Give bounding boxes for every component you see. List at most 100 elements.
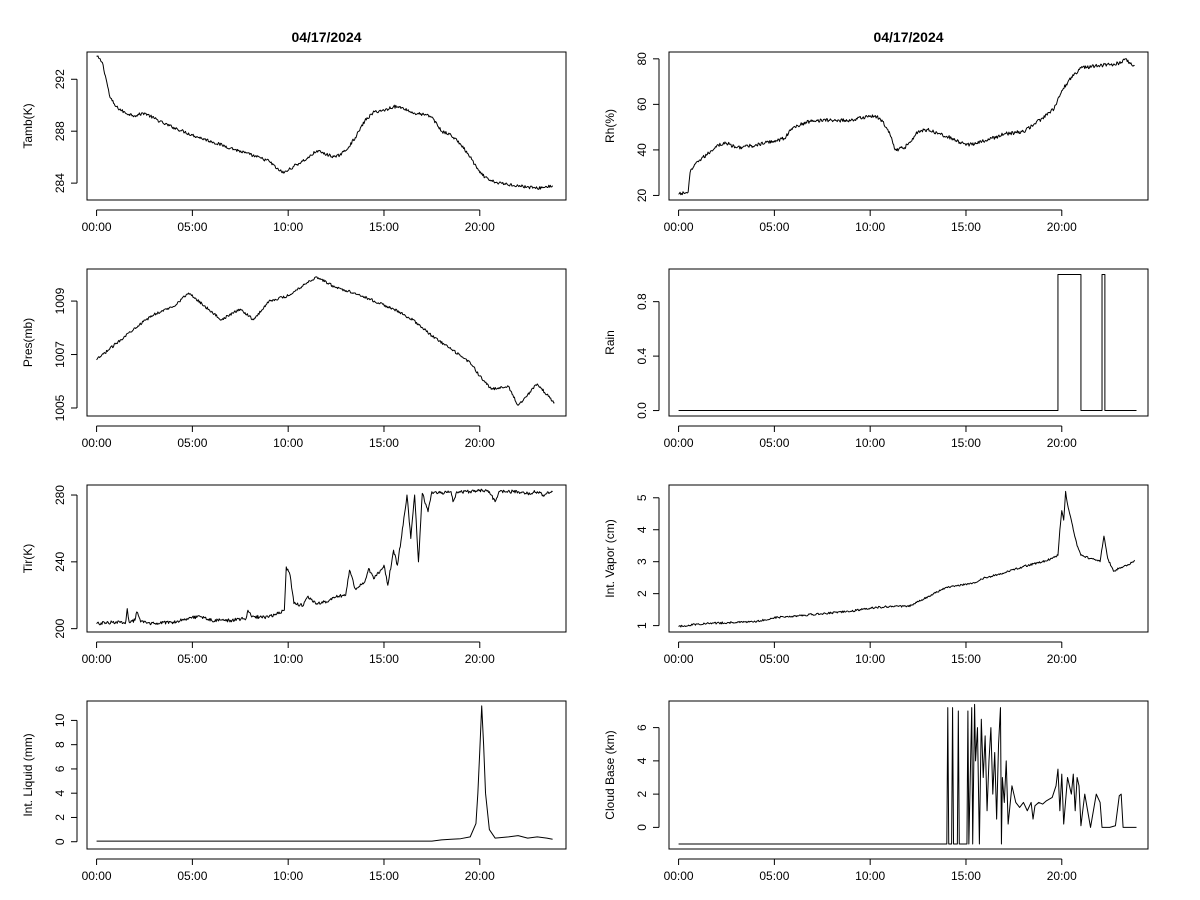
x-tick-label: 10:00 (855, 220, 885, 234)
y-tick-label: 292 (53, 69, 67, 89)
x-tick-label: 15:00 (951, 869, 981, 883)
x-tick-label: 00:00 (664, 869, 694, 883)
x-tick-label: 15:00 (369, 436, 399, 450)
y-tick-label: 1 (635, 622, 649, 629)
y-tick-label: 0.0 (635, 402, 649, 419)
y-tick-label: 0 (53, 838, 67, 845)
y-axis-label: Cloud Base (km) (603, 730, 617, 819)
y-axis: 200 240 280 (53, 485, 78, 639)
series-line-1 (96, 488, 553, 626)
series-line-1 (96, 276, 555, 406)
y-tick-label: 8 (53, 741, 67, 748)
x-tick-label: 00:00 (664, 436, 694, 450)
panel-1: 04/17/2024 00:00 05:00 10:00 15:00 20:00 292 28… (21, 29, 567, 234)
x-tick-label: 05:00 (759, 436, 789, 450)
series-line-1 (678, 58, 1135, 196)
x-tick-label: 20:00 (465, 220, 495, 234)
x-axis: 00:00 05:00 10:00 15:00 20:00 (82, 858, 495, 883)
y-tick-label: 2 (53, 814, 67, 821)
y-axis-label: Pres(mb) (21, 318, 35, 367)
x-tick-label: 20:00 (465, 869, 495, 883)
x-tick-label: 10:00 (273, 220, 303, 234)
x-tick-label: 10:00 (273, 652, 303, 666)
y-tick-label: 284 (53, 173, 67, 193)
x-tick-label: 10:00 (273, 436, 303, 450)
plot-frame (668, 51, 1149, 201)
y-tick-label: 80 (635, 52, 649, 66)
plot-frame (668, 484, 1149, 633)
x-tick-label: 20:00 (1047, 220, 1077, 234)
y-tick-label: 1005 (53, 394, 67, 421)
x-tick-label: 20:00 (465, 652, 495, 666)
y-axis-label: Int. Liquid (mm) (21, 733, 35, 816)
panel-8: 00:00 05:00 10:00 15:00 20:00 0 2 4 6 Cloud Base … (603, 700, 1149, 883)
x-tick-label: 10:00 (273, 869, 303, 883)
x-axis: 00:00 05:00 10:00 15:00 20:00 (82, 425, 495, 450)
x-tick-label: 10:00 (855, 436, 885, 450)
x-tick-label: 10:00 (855, 652, 885, 666)
y-tick-label: 2 (635, 590, 649, 597)
y-tick-label: 288 (53, 121, 67, 141)
x-tick-label: 10:00 (855, 869, 885, 883)
y-tick-label: 60 (635, 97, 649, 111)
x-tick-label: 00:00 (82, 652, 112, 666)
x-axis: 00:00 05:00 10:00 15:00 20:00 (82, 641, 495, 666)
plot-frame (86, 700, 567, 850)
x-axis: 00:00 05:00 10:00 15:00 20:00 (82, 209, 495, 234)
x-tick-label: 05:00 (177, 220, 207, 234)
series-line-1 (678, 273, 1137, 412)
x-tick-label: 05:00 (177, 436, 207, 450)
x-tick-label: 00:00 (82, 869, 112, 883)
y-tick-label: 0 (635, 824, 649, 831)
x-axis: 00:00 05:00 10:00 15:00 20:00 (664, 641, 1077, 666)
plot-frame (86, 484, 567, 633)
x-tick-label: 00:00 (664, 220, 694, 234)
x-tick-label: 05:00 (177, 652, 207, 666)
x-tick-label: 15:00 (951, 652, 981, 666)
x-tick-label: 20:00 (465, 436, 495, 450)
y-tick-label: 6 (53, 765, 67, 772)
y-axis-label: Rain (603, 330, 617, 355)
y-tick-label: 240 (53, 552, 67, 572)
x-tick-label: 15:00 (369, 220, 399, 234)
x-tick-label: 05:00 (759, 652, 789, 666)
x-axis: 00:00 05:00 10:00 15:00 20:00 (664, 425, 1077, 450)
y-tick-label: 4 (53, 790, 67, 797)
y-tick-label: 280 (53, 485, 67, 505)
y-tick-label: 10 (53, 713, 67, 727)
y-axis-label: Tir(K) (21, 544, 35, 574)
panel-5: 00:00 05:00 10:00 15:00 20:00 200 240 280 Tir(K) (21, 484, 567, 666)
y-tick-label: 0.8 (635, 293, 649, 310)
panel-2: 04/17/2024 00:00 05:00 10:00 15:00 20:00 20 40 6… (603, 29, 1149, 234)
plot-frame (86, 268, 567, 417)
plot-frame (668, 700, 1149, 850)
y-axis-label: Rh(%) (603, 109, 617, 143)
y-tick-label: 1009 (53, 287, 67, 314)
x-tick-label: 05:00 (177, 869, 207, 883)
x-tick-label: 05:00 (759, 869, 789, 883)
y-axis-label: Int. Vapor (cm) (603, 519, 617, 597)
y-tick-label: 0.4 (635, 347, 649, 364)
plot-frame (86, 51, 567, 201)
plot-frame (668, 268, 1149, 417)
series-line-1 (96, 55, 554, 190)
x-tick-label: 20:00 (1047, 436, 1077, 450)
y-tick-label: 1007 (53, 341, 67, 368)
y-axis: 20 40 60 80 (635, 52, 660, 202)
y-tick-label: 40 (635, 143, 649, 157)
x-tick-label: 20:00 (1047, 869, 1077, 883)
series-line-1 (96, 705, 553, 842)
x-tick-label: 00:00 (82, 220, 112, 234)
y-axis-label: Tamb(K) (21, 103, 35, 148)
y-axis: 1005 1007 1009 (53, 287, 78, 421)
y-tick-label: 2 (635, 790, 649, 797)
x-tick-label: 05:00 (759, 220, 789, 234)
y-tick-label: 200 (53, 618, 67, 638)
panel-3: 00:00 05:00 10:00 15:00 20:00 1005 1007 1009 Pre… (21, 268, 567, 450)
y-axis: 1 2 3 4 5 (635, 494, 660, 629)
x-tick-label: 15:00 (951, 436, 981, 450)
x-tick-label: 15:00 (951, 220, 981, 234)
series-line-1 (678, 703, 1137, 845)
